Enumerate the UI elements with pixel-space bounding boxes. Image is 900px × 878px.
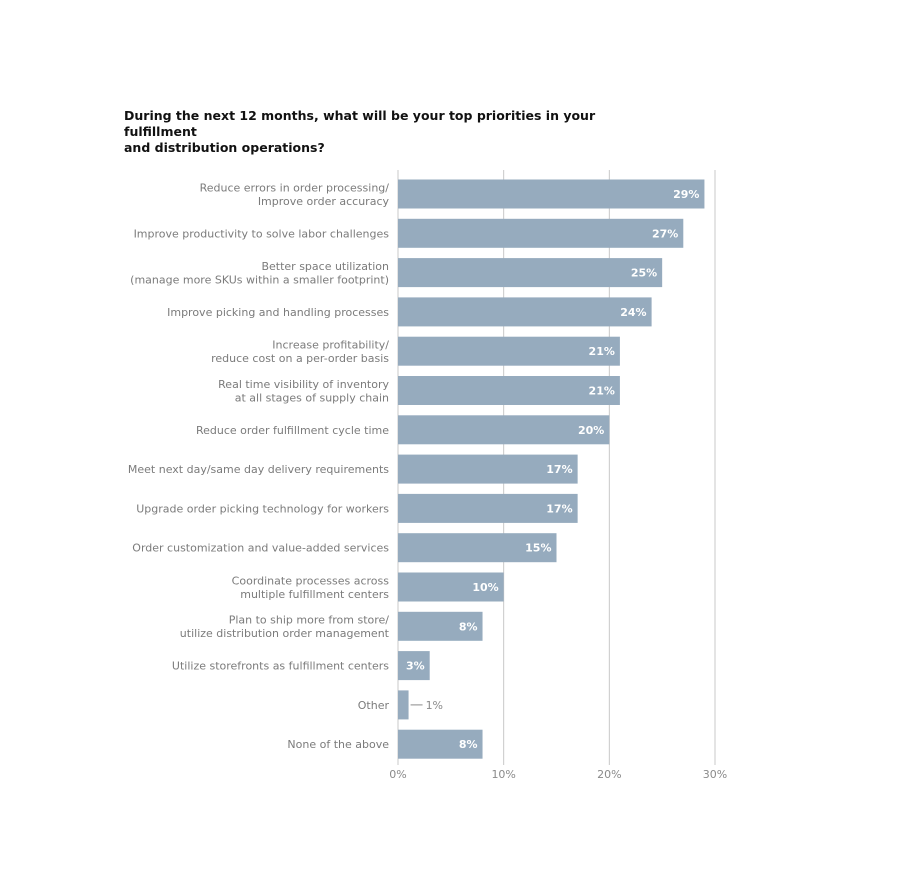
category-label: Better space utilization (manage more SKU… <box>130 260 389 287</box>
bar <box>398 376 620 405</box>
category-label-line: Coordinate processes across <box>232 574 390 587</box>
category-label: Real time visibility of inventory at all … <box>218 378 389 405</box>
category-labels: Reduce errors in order processing/Improv… <box>128 181 390 751</box>
x-tick-label: 30% <box>703 768 727 781</box>
value-label: 1% <box>426 699 443 712</box>
bar <box>398 297 652 327</box>
category-label-line: Better space utilization <box>261 260 389 273</box>
bars <box>398 179 705 759</box>
category-label-line: Order customization and value-added serv… <box>132 542 389 555</box>
value-label: 8% <box>459 620 478 633</box>
category-label: Improve productivity to solve labor chal… <box>134 227 390 240</box>
value-labels: 29% 27% 25% 24% 21% 21% 20% 17% 17% 15% 10% 8% 3% 1% 8… <box>406 188 699 751</box>
category-label-line: Reduce order fulfillment cycle time <box>196 424 389 437</box>
chart-title: During the next 12 months, what will be … <box>124 108 644 156</box>
category-label-line: Improve picking and handling processes <box>167 306 389 319</box>
bar <box>398 729 483 759</box>
category-label: Plan to ship more from store/utilize dis… <box>180 614 390 641</box>
bar <box>398 533 557 563</box>
value-label: 3% <box>406 660 425 673</box>
bar <box>398 218 684 248</box>
value-label: 20% <box>578 424 604 437</box>
bar <box>398 690 409 720</box>
value-label: 29% <box>673 188 699 201</box>
bar <box>398 454 578 484</box>
category-label: Increase profitability/reduce cost on a … <box>211 338 389 365</box>
category-label-line: reduce cost on a per-order basis <box>211 352 389 365</box>
value-label: 10% <box>472 581 498 594</box>
category-label-line: Plan to ship more from store/ <box>229 614 390 627</box>
value-label: 27% <box>652 227 678 240</box>
value-label: 15% <box>525 542 551 555</box>
bar <box>398 493 578 523</box>
value-label: 21% <box>589 385 615 398</box>
value-label: 24% <box>620 306 646 319</box>
bar <box>398 179 705 209</box>
category-label-line: None of the above <box>287 738 389 751</box>
category-label-line: Reduce errors in order processing/ <box>200 181 390 194</box>
chart-title-line-2: and distribution operations? <box>124 140 325 155</box>
x-tick-label: 0% <box>389 768 406 781</box>
category-label-line: utilize distribution order management <box>180 627 390 640</box>
value-label: 17% <box>546 502 572 515</box>
category-label: Meet next day/same day delivery requirem… <box>128 463 389 476</box>
x-tick-label: 20% <box>597 768 621 781</box>
category-label: None of the above <box>287 738 389 751</box>
category-label: Reduce errors in order processing/Improv… <box>200 181 390 208</box>
x-tick-label: 10% <box>491 768 515 781</box>
value-label: 21% <box>589 345 615 358</box>
category-label-line: Utilize storefronts as fulfillment cente… <box>172 660 389 673</box>
category-label-line: Meet next day/same day delivery requirem… <box>128 463 389 476</box>
category-label-line: Real time visibility of inventory <box>218 378 389 391</box>
bar <box>398 611 483 641</box>
category-label-line: Other <box>358 699 390 712</box>
bar <box>398 651 430 681</box>
category-label-line: multiple fulfillment centers <box>240 588 389 601</box>
chart-title-line-1: During the next 12 months, what will be … <box>124 108 596 139</box>
category-label-line: (manage more SKUs within a smaller footp… <box>130 273 389 286</box>
bar <box>398 572 504 602</box>
value-label: 8% <box>459 738 478 751</box>
bar <box>398 258 663 288</box>
bar <box>398 415 610 445</box>
category-label-line: Upgrade order picking technology for wor… <box>136 502 389 515</box>
value-label: 25% <box>631 267 657 280</box>
category-label: Coordinate processes across multiple fulf… <box>232 574 390 601</box>
category-label: Reduce order fulfillment cycle time <box>196 424 389 437</box>
category-label-line: at all stages of supply chain <box>235 391 389 404</box>
bar <box>398 336 620 366</box>
category-label: Other <box>358 699 390 712</box>
value-label: 17% <box>546 463 572 476</box>
category-label: Upgrade order picking technology for wor… <box>136 502 389 515</box>
category-label: Order customization and value-added serv… <box>132 542 389 555</box>
category-label-line: Improve productivity to solve labor chal… <box>134 227 390 240</box>
category-label: Improve picking and handling processes <box>167 306 389 319</box>
category-label: Utilize storefronts as fulfillment cente… <box>172 660 389 673</box>
category-label-line: Increase profitability/ <box>272 338 389 351</box>
x-axis-ticks: 0% 10% 20% 30% <box>389 768 727 781</box>
category-label-line: Improve order accuracy <box>258 195 390 208</box>
